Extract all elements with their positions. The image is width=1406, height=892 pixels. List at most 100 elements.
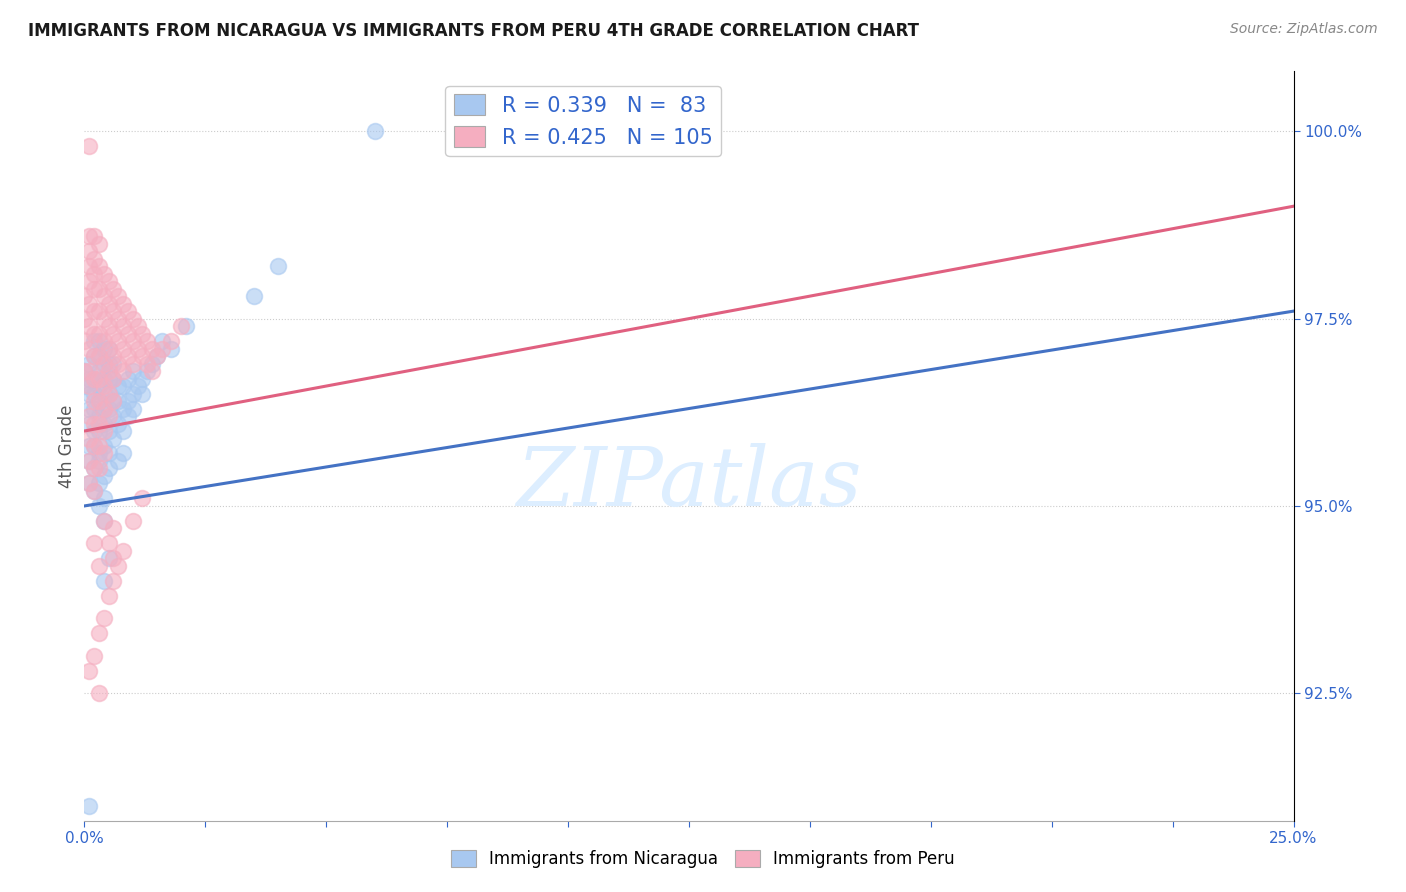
Point [103, 521, 125, 535]
Point [77, 342, 100, 356]
Point [77, 274, 100, 288]
Point [136, 364, 159, 378]
Point [93, 371, 115, 385]
Point [150, 334, 173, 348]
Point [83, 461, 105, 475]
Point [112, 319, 135, 334]
Point [93, 439, 115, 453]
Text: IMMIGRANTS FROM NICARAGUA VS IMMIGRANTS FROM PERU 4TH GRADE CORRELATION CHART: IMMIGRANTS FROM NICARAGUA VS IMMIGRANTS … [28, 22, 920, 40]
Point [112, 446, 135, 460]
Point [87, 499, 110, 513]
Point [141, 364, 163, 378]
Point [93, 342, 115, 356]
Point [77, 379, 100, 393]
Point [103, 409, 125, 423]
Point [87, 259, 110, 273]
Point [77, 371, 100, 385]
Point [83, 371, 105, 385]
Point [97, 409, 120, 423]
Point [117, 304, 139, 318]
Point [87, 446, 110, 460]
Point [112, 379, 135, 393]
Point [93, 424, 115, 438]
Point [83, 229, 105, 244]
Point [103, 326, 125, 341]
Point [121, 514, 143, 528]
Point [117, 371, 139, 385]
Point [103, 371, 125, 385]
Point [77, 664, 100, 678]
Point [107, 357, 129, 371]
Point [93, 401, 115, 416]
Point [160, 342, 183, 356]
Y-axis label: 4th Grade: 4th Grade [58, 404, 76, 488]
Point [77, 409, 100, 423]
Point [127, 319, 149, 334]
Point [83, 282, 105, 296]
Point [77, 401, 100, 416]
Point [93, 357, 115, 371]
Point [363, 124, 385, 138]
Point [112, 424, 135, 438]
Point [87, 558, 110, 573]
Point [117, 394, 139, 409]
Point [107, 454, 129, 468]
Point [73, 289, 96, 303]
Point [141, 342, 163, 356]
Point [77, 798, 100, 813]
Legend: Immigrants from Nicaragua, Immigrants from Peru: Immigrants from Nicaragua, Immigrants fr… [444, 843, 962, 875]
Point [83, 461, 105, 475]
Point [97, 342, 120, 356]
Point [267, 259, 290, 273]
Point [93, 491, 115, 506]
Point [150, 342, 173, 356]
Point [83, 386, 105, 401]
Point [136, 334, 159, 348]
Point [73, 364, 96, 378]
Point [509, 124, 531, 138]
Point [87, 364, 110, 378]
Point [77, 417, 100, 431]
Point [131, 326, 153, 341]
Point [97, 386, 120, 401]
Point [131, 349, 153, 363]
Point [93, 401, 115, 416]
Point [97, 551, 120, 566]
Point [87, 394, 110, 409]
Point [107, 289, 129, 303]
Point [83, 349, 105, 363]
Point [97, 357, 120, 371]
Point [112, 364, 135, 378]
Point [107, 334, 129, 348]
Point [93, 311, 115, 326]
Point [83, 439, 105, 453]
Point [97, 274, 120, 288]
Point [117, 349, 139, 363]
Point [97, 424, 120, 438]
Point [174, 319, 197, 334]
Point [112, 296, 135, 310]
Point [160, 334, 183, 348]
Text: Source: ZipAtlas.com: Source: ZipAtlas.com [1230, 22, 1378, 37]
Point [87, 424, 110, 438]
Point [93, 574, 115, 588]
Point [121, 311, 143, 326]
Point [97, 386, 120, 401]
Point [107, 558, 129, 573]
Point [83, 394, 105, 409]
Point [83, 267, 105, 281]
Point [93, 386, 115, 401]
Point [73, 311, 96, 326]
Point [87, 282, 110, 296]
Point [87, 334, 110, 348]
Point [77, 476, 100, 491]
Point [93, 289, 115, 303]
Point [73, 379, 96, 393]
Point [97, 461, 120, 475]
Point [121, 364, 143, 378]
Point [87, 349, 110, 363]
Point [77, 244, 100, 259]
Point [93, 469, 115, 483]
Point [87, 409, 110, 423]
Point [77, 296, 100, 310]
